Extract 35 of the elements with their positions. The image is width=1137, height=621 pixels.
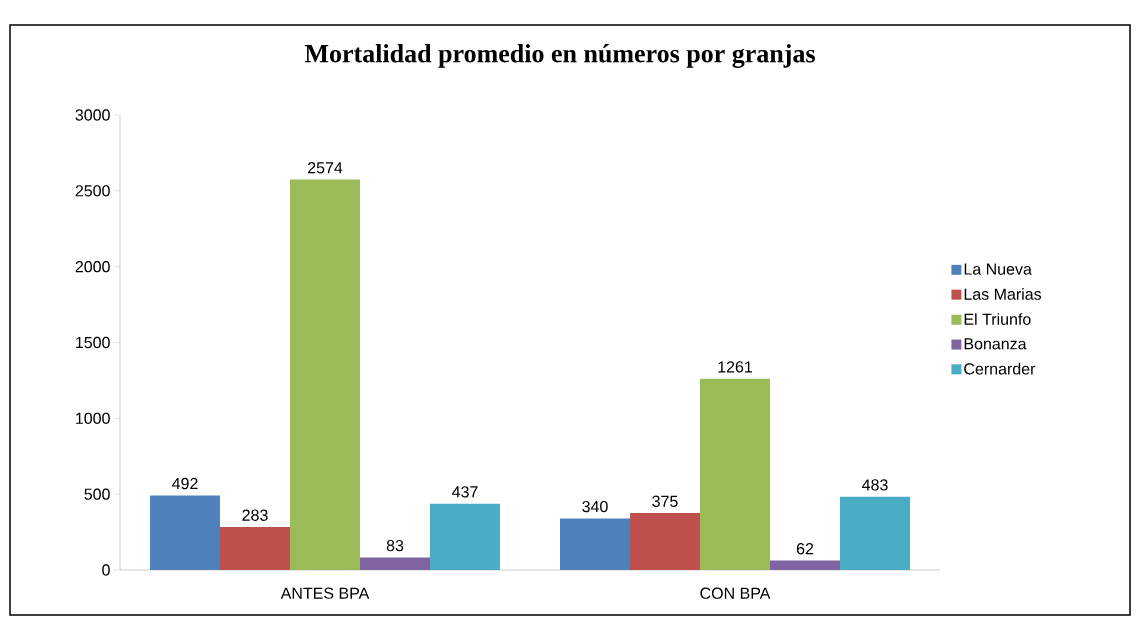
bar — [770, 560, 841, 570]
data-label: 62 — [796, 543, 814, 555]
bar — [360, 557, 431, 570]
data-label: 492 — [172, 477, 198, 490]
legend-label: Las Marias — [964, 288, 1042, 300]
bar — [220, 527, 290, 570]
data-label: 375 — [652, 495, 678, 507]
bar — [840, 496, 911, 570]
y-tick-label: 0 — [102, 564, 110, 576]
legend-label: El Triunfo — [964, 313, 1031, 325]
chart-title: Mortalidad promedio en números por granjas — [304, 44, 815, 68]
bar — [560, 518, 631, 570]
data-label: 2574 — [308, 162, 343, 174]
data-label: 483 — [862, 479, 888, 491]
data-label: 437 — [452, 486, 478, 498]
y-tick-label: 2500 — [75, 185, 110, 197]
bar — [430, 503, 501, 570]
legend-label: Cernarder — [964, 362, 1036, 375]
legend-label: Bonanza — [964, 338, 1027, 350]
x-tick-label: ANTES BPA — [280, 587, 370, 599]
y-tick-label: 3000 — [75, 109, 110, 121]
data-label: 83 — [386, 539, 404, 552]
y-tick-label: 500 — [84, 488, 110, 500]
data-label: 340 — [582, 500, 608, 513]
bar — [150, 495, 220, 570]
legend-label: La Nueva — [964, 263, 1032, 275]
y-tick-label: 1500 — [76, 336, 110, 349]
y-tick-label: 1000 — [76, 412, 110, 424]
data-label: 283 — [242, 509, 268, 521]
bar — [290, 179, 361, 570]
data-label: 1261 — [718, 361, 753, 373]
bar — [630, 513, 701, 570]
x-tick-label: CON BPA — [700, 587, 771, 599]
y-tick-label: 2000 — [75, 261, 110, 273]
bar — [700, 378, 771, 570]
